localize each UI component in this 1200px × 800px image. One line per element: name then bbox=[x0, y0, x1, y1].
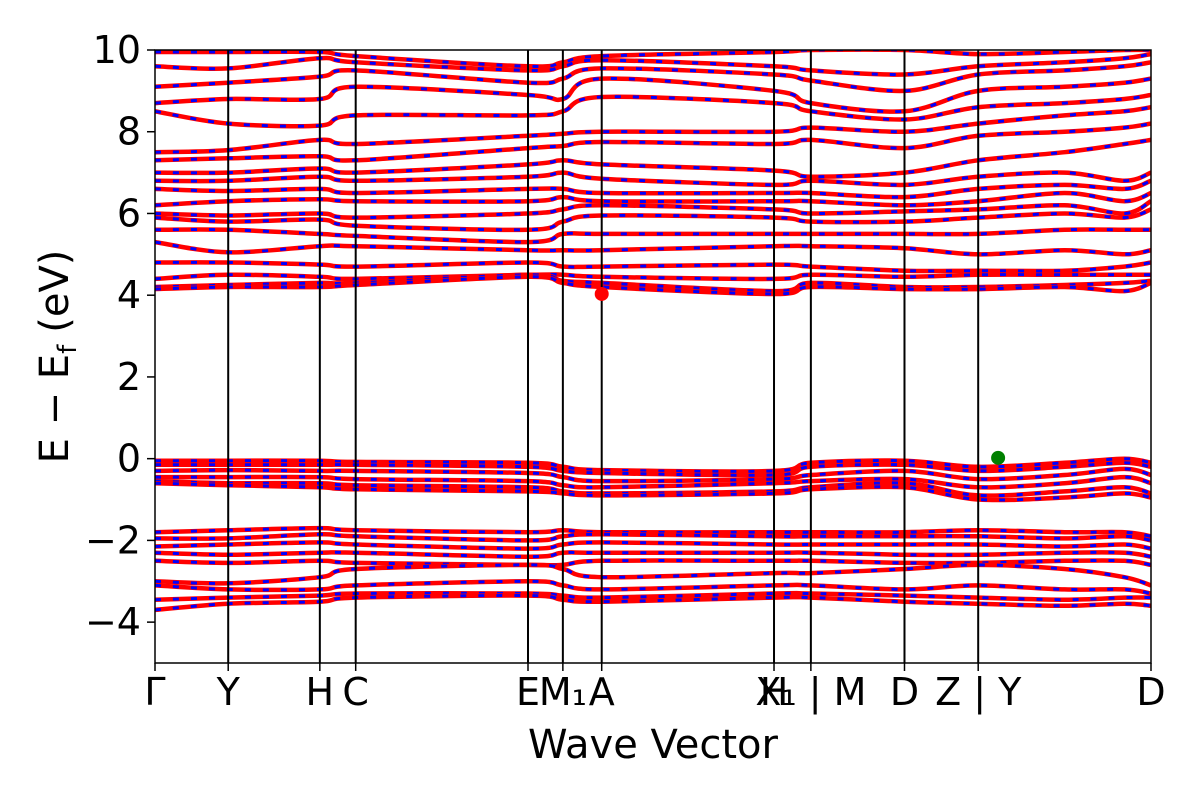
band-down-line bbox=[155, 526, 1151, 538]
band-down-line bbox=[155, 550, 1151, 559]
kpoint-divider-lines bbox=[227, 50, 980, 663]
band-down-line bbox=[155, 199, 1151, 220]
band-down-line bbox=[155, 457, 1151, 473]
y-tick-label: 2 bbox=[117, 355, 141, 399]
band-down-line bbox=[155, 591, 1151, 602]
x-tick-label: Γ bbox=[144, 670, 165, 714]
band-down-line bbox=[155, 461, 1151, 477]
y-axis-title-subscript: f bbox=[53, 344, 83, 354]
y-axis-title-main: E − E bbox=[32, 354, 78, 464]
x-tick-label: M₁ bbox=[539, 670, 587, 714]
band-up-line bbox=[155, 104, 1151, 155]
band-lines bbox=[155, 50, 1151, 613]
band-down-line bbox=[155, 93, 1151, 128]
x-tick-label: H bbox=[306, 670, 335, 714]
extrema-markers bbox=[594, 286, 1006, 465]
y-tick-label: −4 bbox=[85, 600, 141, 644]
y-axis-title-unit: (eV) bbox=[32, 250, 78, 333]
band-up-line bbox=[155, 227, 1151, 245]
band-down-line bbox=[155, 272, 1151, 281]
y-tick-label: 6 bbox=[117, 191, 141, 235]
band-down-line bbox=[155, 227, 1151, 244]
band-down-line bbox=[155, 467, 1151, 483]
y-tick-label: 0 bbox=[117, 437, 141, 481]
band-down-line bbox=[155, 52, 1151, 77]
band-down-line bbox=[155, 532, 1151, 542]
band-down-line bbox=[155, 481, 1151, 502]
y-tick-label: 4 bbox=[117, 273, 141, 317]
band-down-line bbox=[155, 122, 1151, 163]
x-axis-title: Wave Vector bbox=[528, 722, 779, 768]
y-tick-label: 10 bbox=[93, 28, 141, 72]
band-down-line bbox=[155, 273, 1151, 293]
band-down-line bbox=[155, 558, 1151, 567]
x-tick-label: H bbox=[760, 670, 789, 714]
band-down-line bbox=[155, 105, 1151, 154]
x-tick-label: E bbox=[516, 670, 540, 714]
y-tick-label: −2 bbox=[85, 518, 141, 562]
y-tick-label: 8 bbox=[117, 110, 141, 154]
plot-frame bbox=[154, 49, 1152, 664]
band-down-line bbox=[155, 594, 1151, 612]
band-down-line bbox=[155, 579, 1151, 595]
x-tick-label: Y bbox=[216, 670, 241, 714]
x-tick-label: X₁ | M bbox=[755, 670, 866, 715]
x-tick-label: A bbox=[589, 670, 615, 714]
band-down-line bbox=[155, 60, 1151, 93]
band-down-line bbox=[155, 170, 1151, 187]
band-down-line bbox=[155, 240, 1151, 256]
x-tick-label: Z | Y bbox=[935, 670, 1022, 715]
band-down-line bbox=[155, 540, 1151, 551]
band-down-line bbox=[155, 179, 1151, 199]
band-down-line bbox=[155, 475, 1151, 489]
x-tick-label: D bbox=[1136, 670, 1165, 714]
band-down-line bbox=[155, 191, 1151, 207]
x-tick-label: D bbox=[890, 670, 919, 714]
band-down-line bbox=[155, 207, 1151, 232]
band-down-line bbox=[155, 563, 1151, 587]
x-tick-label: C bbox=[342, 670, 369, 714]
band-up-line bbox=[155, 562, 1151, 588]
extremum-marker bbox=[991, 450, 1006, 465]
band-down-line bbox=[155, 260, 1151, 273]
band-down-line bbox=[155, 138, 1151, 179]
y-axis-title: E − Ef (eV) bbox=[32, 250, 83, 464]
extremum-marker bbox=[594, 286, 609, 301]
band-down-line bbox=[155, 275, 1151, 296]
band-down-line bbox=[155, 50, 1151, 69]
y-axis-ticks: −4 −2 0 2 4 6 8 10 bbox=[85, 28, 155, 644]
band-down-line bbox=[155, 76, 1151, 114]
